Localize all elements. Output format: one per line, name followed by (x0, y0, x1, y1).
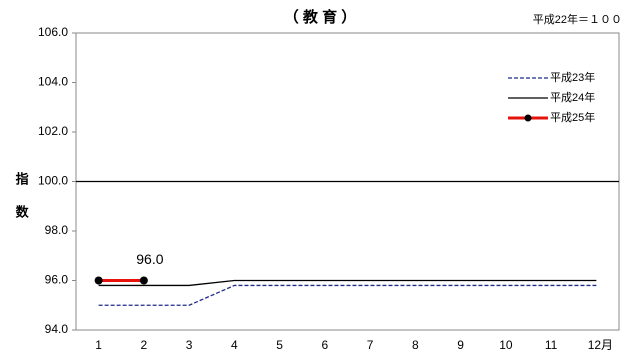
marker (94, 276, 103, 285)
x-tick-label: 12月 (588, 338, 613, 352)
legend-label: 平成25年 (550, 110, 595, 124)
series-line (98, 279, 597, 287)
y-tick-label: 94.0 (45, 322, 69, 336)
x-tick-label: 6 (322, 338, 329, 352)
y-tick-label: 96.0 (45, 273, 69, 287)
y-tick-label: 102.0 (38, 124, 68, 138)
x-tick-label: 3 (186, 338, 193, 352)
marker (139, 276, 148, 285)
legend-label: 平成23年 (550, 70, 595, 84)
x-tick-label: 4 (231, 338, 238, 352)
y-tick-label: 104.0 (38, 75, 68, 89)
y-tick-label: 106.0 (38, 25, 68, 39)
chart-title: （ 教 育 ） (284, 8, 357, 26)
x-tick-label: 1 (95, 338, 102, 352)
y-tick-label: 98.0 (45, 223, 69, 237)
x-tick-label: 11 (545, 338, 558, 352)
x-tick-label: 2 (141, 338, 148, 352)
data-label: 96.0 (136, 251, 163, 267)
base-note: 平成22年＝１００ (533, 12, 622, 26)
legend-label: 平成24年 (550, 90, 595, 104)
y-tick-label: 100.0 (38, 174, 68, 188)
y-axis-label: 指数 (14, 171, 29, 238)
x-tick-label: 8 (412, 338, 419, 352)
x-tick-label: 9 (457, 338, 464, 352)
x-tick-label: 10 (499, 338, 513, 352)
x-tick-label: 7 (367, 338, 374, 352)
x-tick-label: 5 (276, 338, 283, 352)
legend-marker (524, 114, 532, 122)
series-line (98, 284, 597, 306)
